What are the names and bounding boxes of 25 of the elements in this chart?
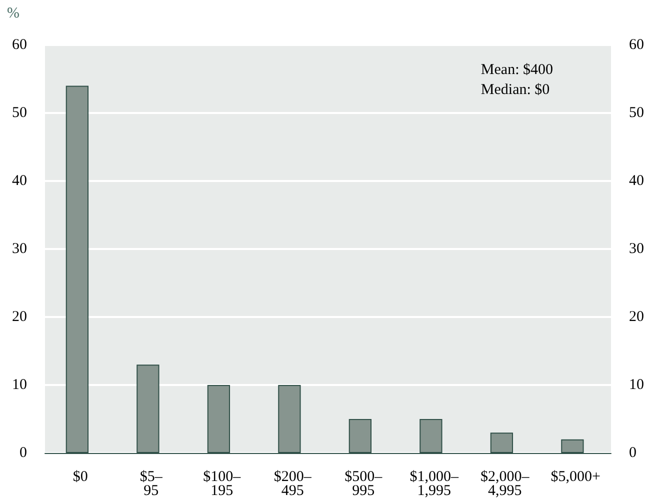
y-tick-label: 40 (12, 173, 27, 189)
x-tick-label: $100–195 (203, 469, 242, 499)
x-tick-label: $2,000–4,995 (480, 469, 530, 499)
y-axis-title: % (7, 6, 20, 22)
y-tick-label: 10 (12, 377, 27, 393)
x-tick-label: $0 (72, 469, 88, 485)
y2-tick-label: 40 (629, 173, 644, 189)
y2-tick-label: 0 (629, 445, 636, 461)
y2-tick-label: 30 (629, 241, 644, 257)
y2-tick-label: 10 (629, 377, 644, 393)
y-tick-label: 0 (20, 445, 27, 461)
x-tick-label: $5–95 (140, 469, 163, 499)
y-tick-label: 20 (12, 309, 27, 325)
x-tick-label: $200–495 (274, 469, 312, 499)
y2-tick-label: 50 (629, 105, 644, 121)
y-tick-label: 30 (12, 241, 27, 257)
y2-tick-label: 20 (629, 309, 644, 325)
annotation: Mean: $400 (480, 62, 554, 78)
y-tick-label: 60 (12, 37, 27, 53)
x-tick-label: $500–995 (344, 469, 383, 499)
y2-tick-label: 60 (629, 37, 644, 53)
x-tick-label: $5,000+ (550, 469, 600, 485)
x-tick-label: $1,000–1,995 (410, 469, 459, 499)
y-tick-label: 50 (12, 105, 27, 121)
annotation: Median: $0 (480, 82, 550, 98)
